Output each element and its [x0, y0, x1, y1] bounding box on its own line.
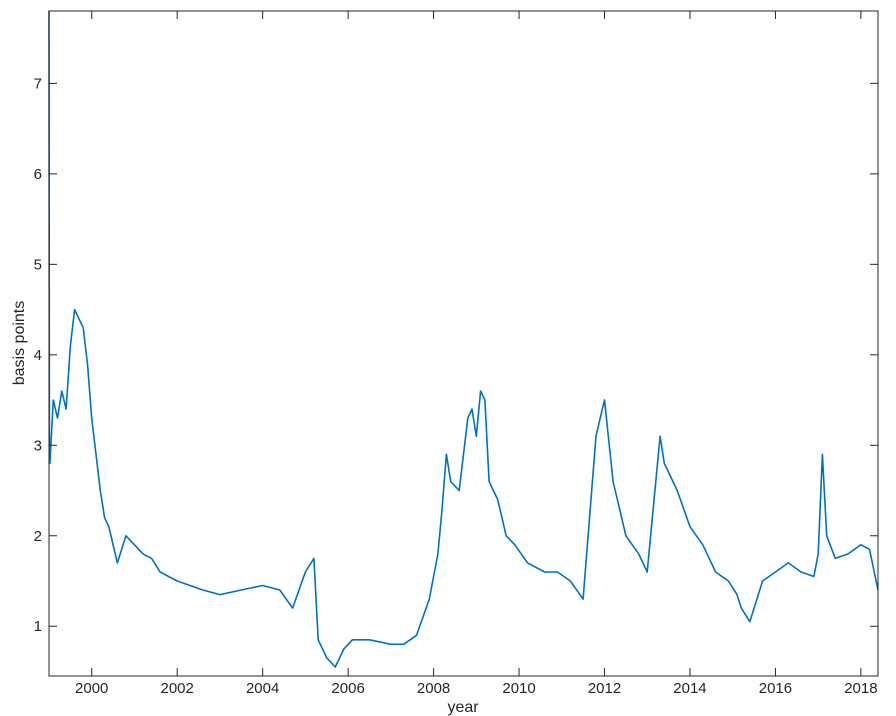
x-tick-label: 2008 [417, 680, 450, 697]
x-tick-label: 2010 [502, 680, 535, 697]
y-axis-label: basis points [11, 301, 28, 386]
x-tick-label: 2006 [331, 680, 364, 697]
y-tick-label: 4 [34, 347, 42, 364]
plot-frame [48, 10, 879, 677]
y-tick-label: 5 [34, 256, 42, 273]
y-tick-label: 3 [34, 437, 42, 454]
x-tick-label: 2016 [759, 680, 792, 697]
series-line [48, 10, 879, 668]
y-tick-layer: 1 2 3 4 5 6 7 [34, 75, 878, 635]
x-tick-layer: 2000 2002 2004 2006 2008 2010 2012 2014 2016 2018 [75, 11, 878, 697]
x-tick-label: 2014 [673, 680, 706, 697]
y-tick-label: 2 [34, 528, 42, 545]
y-tick-label: 1 [34, 618, 42, 635]
series-layer [48, 10, 879, 668]
y-tick-label: 6 [34, 166, 42, 183]
y-tick-label: 7 [34, 75, 42, 92]
x-tick-label: 2002 [161, 680, 194, 697]
x-tick-label: 2004 [246, 680, 279, 697]
x-tick-label: 2018 [844, 680, 877, 697]
x-axis-label: year [447, 699, 479, 716]
plot-area [49, 11, 878, 676]
x-tick-label: 2000 [75, 680, 108, 697]
x-tick-label: 2012 [588, 680, 621, 697]
